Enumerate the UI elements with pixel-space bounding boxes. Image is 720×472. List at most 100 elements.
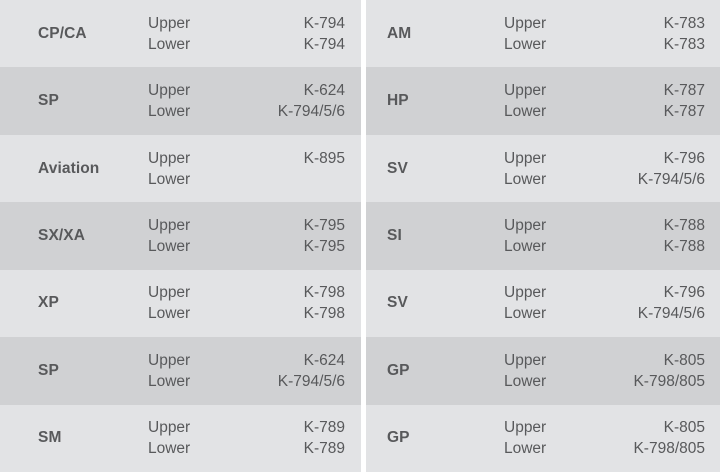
level-label-lower: Lower [148, 170, 191, 188]
level-label-upper: Upper [504, 419, 547, 437]
level-label-lower: Lower [504, 170, 547, 188]
level-label-lower: Lower [148, 103, 191, 121]
row-category-label: SP [38, 91, 59, 109]
level-label-lower: Lower [148, 237, 191, 255]
row-level-labels: Upper Lower [504, 13, 546, 55]
part-number-upper: K-624 [303, 351, 345, 369]
row-part-numbers: K-794 K-794 [304, 13, 345, 55]
table-row[interactable]: SI Upper Lower K-788 K-788 [366, 202, 720, 270]
table-row[interactable]: SP Upper Lower K-624 K-794/5/6 [0, 337, 361, 405]
level-label-lower: Lower [504, 35, 547, 53]
part-number-lower: K-789 [303, 440, 345, 458]
row-category-label: SX/XA [38, 226, 86, 244]
row-level-labels: Upper Lower [504, 417, 546, 459]
row-part-numbers: K-789 K-789 [304, 417, 345, 459]
row-category-label: Aviation [38, 159, 100, 177]
table-row[interactable]: GP Upper Lower K-805 K-798/805 [366, 337, 720, 405]
level-label-upper: Upper [148, 351, 191, 369]
row-level-labels: Upper Lower [504, 282, 546, 324]
table-row[interactable]: SM Upper Lower K-789 K-789 [0, 404, 361, 472]
level-label-upper: Upper [148, 419, 191, 437]
part-number-upper: K-798 [303, 284, 345, 302]
part-number-lower: K-798/805 [633, 372, 705, 390]
level-label-upper: Upper [148, 284, 191, 302]
part-number-upper: K-783 [663, 14, 705, 32]
left-table-panel: CP/CA Upper Lower K-794 K-794 SP Upper Lower K-6… [0, 0, 361, 472]
row-part-numbers: K-798 K-798 [304, 282, 345, 324]
row-part-numbers: K-624 K-794/5/6 [278, 80, 345, 122]
row-level-labels: Upper Lower [504, 215, 546, 257]
part-number-lower: K-798/805 [633, 440, 705, 458]
row-category-label: GP [387, 361, 410, 379]
row-part-numbers: K-795 K-795 [304, 215, 345, 257]
table-row[interactable]: HP Upper Lower K-787 K-787 [366, 67, 720, 135]
part-number-lower: K-794/5/6 [277, 372, 345, 390]
part-number-upper: K-794 [303, 14, 345, 32]
level-label-upper: Upper [148, 216, 191, 234]
level-label-lower: Lower [148, 35, 191, 53]
row-part-numbers: K-796 K-794/5/6 [638, 282, 705, 324]
part-number-upper: K-796 [663, 149, 705, 167]
row-category-label: XP [38, 294, 59, 312]
row-category-label: SM [38, 429, 62, 447]
table-row[interactable]: XP Upper Lower K-798 K-798 [0, 269, 361, 338]
level-label-lower: Lower [504, 237, 547, 255]
row-category-label: CP/CA [38, 24, 87, 42]
level-label-upper: Upper [504, 149, 547, 167]
row-part-numbers: K-805 K-798/805 [633, 417, 705, 459]
row-level-labels: Upper Lower [148, 80, 190, 122]
row-part-numbers: K-895 [304, 148, 345, 190]
part-number-upper: K-787 [663, 82, 705, 100]
level-label-lower: Lower [504, 372, 547, 390]
part-number-upper: K-788 [663, 216, 705, 234]
part-number-lower: K-794/5/6 [637, 170, 705, 188]
row-category-label: SV [387, 294, 408, 312]
level-label-upper: Upper [504, 284, 547, 302]
table-row[interactable]: SV Upper Lower K-796 K-794/5/6 [366, 269, 720, 338]
row-level-labels: Upper Lower [504, 148, 546, 190]
row-part-numbers: K-624 K-794/5/6 [278, 350, 345, 392]
part-number-lower: K-783 [663, 35, 705, 53]
table-row[interactable]: SV Upper Lower K-796 K-794/5/6 [366, 134, 720, 203]
row-part-numbers: K-787 K-787 [664, 80, 705, 122]
right-table-panel: AM Upper Lower K-783 K-783 HP Upper Lower K-787 K… [366, 0, 720, 472]
table-row[interactable]: CP/CA Upper Lower K-794 K-794 [0, 0, 361, 68]
row-category-label: GP [387, 429, 410, 447]
row-part-numbers: K-783 K-783 [664, 13, 705, 55]
row-level-labels: Upper Lower [148, 148, 190, 190]
part-number-lower: K-788 [663, 237, 705, 255]
level-label-lower: Lower [148, 305, 191, 323]
level-label-lower: Lower [504, 305, 547, 323]
row-category-label: HP [387, 91, 409, 109]
level-label-lower: Lower [504, 103, 547, 121]
level-label-upper: Upper [504, 82, 547, 100]
row-level-labels: Upper Lower [504, 80, 546, 122]
part-number-upper: K-789 [303, 419, 345, 437]
row-category-label: SV [387, 159, 408, 177]
row-level-labels: Upper Lower [148, 350, 190, 392]
part-number-lower: K-795 [303, 237, 345, 255]
level-label-lower: Lower [504, 440, 547, 458]
level-label-upper: Upper [504, 216, 547, 234]
table-row[interactable]: SP Upper Lower K-624 K-794/5/6 [0, 67, 361, 135]
row-level-labels: Upper Lower [148, 282, 190, 324]
table-row[interactable]: SX/XA Upper Lower K-795 K-795 [0, 202, 361, 270]
table-row[interactable]: Aviation Upper Lower K-895 [0, 134, 361, 203]
part-number-upper: K-895 [303, 149, 345, 167]
part-number-upper: K-796 [663, 284, 705, 302]
level-label-upper: Upper [148, 82, 191, 100]
table-row[interactable]: GP Upper Lower K-805 K-798/805 [366, 404, 720, 472]
part-number-upper: K-624 [303, 82, 345, 100]
part-number-upper: K-805 [663, 351, 705, 369]
row-level-labels: Upper Lower [148, 215, 190, 257]
level-label-upper: Upper [148, 14, 191, 32]
row-level-labels: Upper Lower [148, 13, 190, 55]
part-number-upper: K-795 [303, 216, 345, 234]
table-row[interactable]: AM Upper Lower K-783 K-783 [366, 0, 720, 68]
level-label-upper: Upper [504, 351, 547, 369]
vertical-divider [361, 0, 366, 472]
row-category-label: SP [38, 361, 59, 379]
row-level-labels: Upper Lower [504, 350, 546, 392]
row-part-numbers: K-805 K-798/805 [633, 350, 705, 392]
